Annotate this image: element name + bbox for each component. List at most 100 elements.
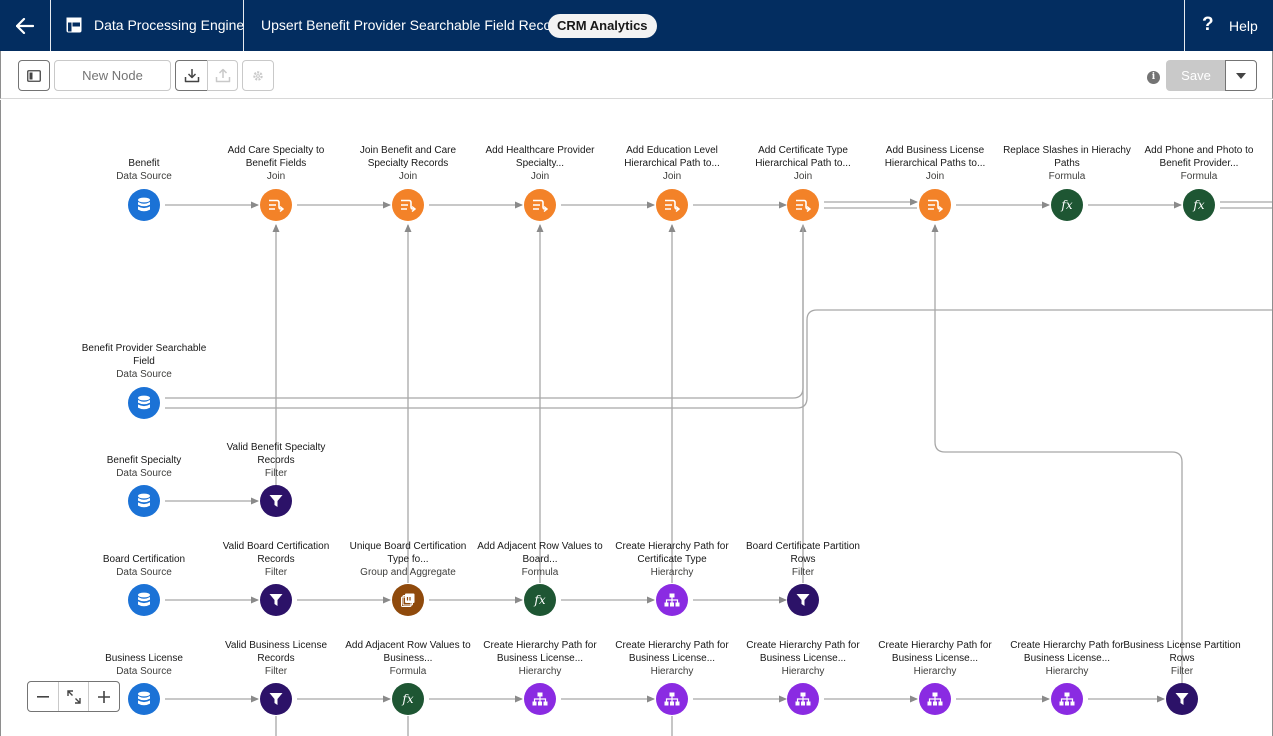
node-filter-bl-part[interactable] — [1166, 683, 1198, 715]
hierarchy-icon — [664, 593, 680, 607]
node-hier-bl5[interactable] — [1051, 683, 1083, 715]
node-join5[interactable] — [787, 189, 819, 221]
divider — [243, 0, 244, 51]
node-title: Add Healthcare Provider Specialty... — [485, 145, 595, 169]
app-title: Data Processing Engine — [94, 17, 245, 33]
svg-text:fx: fx — [533, 593, 545, 607]
node-bpsf[interactable] — [128, 387, 160, 419]
node-group-board[interactable] — [392, 584, 424, 616]
node-filter-cert-part[interactable] — [787, 584, 819, 616]
download-button[interactable] — [175, 60, 208, 91]
node-buslic[interactable] — [128, 683, 160, 715]
node-type: Join — [925, 171, 945, 182]
node-title: Join Benefit and Care Specialty Records — [359, 145, 457, 169]
node-bspec[interactable] — [128, 485, 160, 517]
database-icon — [137, 197, 151, 213]
node-label: Benefit Specialty Data Source — [79, 454, 209, 480]
divider — [50, 0, 51, 51]
filter-icon — [269, 593, 283, 607]
info-icon[interactable]: i — [1147, 71, 1160, 84]
save-menu-button[interactable] — [1225, 60, 1257, 91]
database-icon — [137, 691, 151, 707]
node-label: Add Healthcare Provider Specialty... Join — [475, 144, 605, 183]
join-icon — [532, 198, 548, 212]
toolbar: New Node i Save — [0, 51, 1273, 99]
node-benefit[interactable] — [128, 189, 160, 221]
upload-button[interactable] — [207, 60, 238, 91]
recipe-graph-canvas[interactable]: Benefit Data Source Add Care Specialty to … — [0, 100, 1273, 736]
svg-text:fx: fx — [1192, 198, 1204, 212]
new-node-button[interactable]: New Node — [54, 60, 171, 91]
node-label: Valid Business License Records Filter — [211, 639, 341, 678]
zoom-in-button[interactable] — [88, 682, 119, 711]
svg-text:fx: fx — [401, 692, 413, 706]
node-label: Join Benefit and Care Specialty Records J… — [343, 144, 473, 183]
node-join2[interactable] — [392, 189, 424, 221]
node-type: Group and Aggregate — [360, 567, 456, 578]
hierarchy-icon — [1059, 692, 1075, 706]
node-type: Hierarchy — [1045, 666, 1089, 677]
node-formula-board[interactable]: fx — [524, 584, 556, 616]
node-filter-board[interactable] — [260, 584, 292, 616]
formula-icon: fx — [1059, 198, 1075, 212]
node-label: Create Hierarchy Path for Business Licen… — [607, 639, 737, 678]
node-label: Add Business License Hierarchical Paths … — [870, 144, 1000, 183]
join-icon — [795, 198, 811, 212]
zoom-out-button[interactable] — [28, 682, 58, 711]
node-boardcert[interactable] — [128, 584, 160, 616]
help-label: Help — [1229, 18, 1258, 34]
divider — [1184, 0, 1185, 51]
node-join3[interactable] — [524, 189, 556, 221]
filter-icon — [1175, 692, 1189, 706]
node-title: Board Certificate Partition Rows — [746, 541, 860, 565]
node-formula-bl[interactable]: fx — [392, 683, 424, 715]
help-icon: ? — [1202, 14, 1214, 35]
node-join1[interactable] — [260, 189, 292, 221]
node-label: Create Hierarchy Path for Certificate Ty… — [607, 540, 737, 579]
node-title: Create Hierarchy Path for Business Licen… — [483, 640, 597, 664]
join-icon — [400, 198, 416, 212]
formula-icon: fx — [532, 593, 548, 607]
save-button[interactable]: Save — [1166, 60, 1226, 91]
help-button[interactable]: ? Help — [1184, 0, 1273, 51]
fit-to-screen-button[interactable] — [57, 682, 89, 711]
node-label: Board Certificate Partition Rows Filter — [738, 540, 868, 579]
node-hier-bl1[interactable] — [524, 683, 556, 715]
node-label: Business License Data Source — [79, 652, 209, 678]
node-title: Unique Board Certification Type fo... — [349, 541, 467, 565]
node-title: Benefit Provider Searchable Field — [81, 343, 207, 367]
node-formula1[interactable]: fx — [1051, 189, 1083, 221]
node-label: Valid Board Certification Records Filter — [211, 540, 341, 579]
node-join6[interactable] — [919, 189, 951, 221]
node-title: Create Hierarchy Path for Business Licen… — [878, 640, 992, 664]
node-type: Filter — [264, 567, 288, 578]
database-icon — [137, 395, 151, 411]
node-hier-bl3[interactable] — [787, 683, 819, 715]
plus-icon — [98, 690, 111, 703]
filter-icon — [269, 692, 283, 706]
node-hier-bl4[interactable] — [919, 683, 951, 715]
node-title: Valid Business License Records — [224, 640, 328, 664]
node-type: Data Source — [116, 468, 172, 479]
arrow-left-icon — [16, 17, 34, 34]
back-button[interactable] — [0, 0, 50, 51]
panel-icon — [27, 69, 41, 82]
node-type: Filter — [1170, 666, 1194, 677]
node-type: Hierarchy — [650, 666, 694, 677]
node-type: Filter — [264, 666, 288, 677]
node-type: Join — [530, 171, 550, 182]
node-title: Add Adjacent Row Values to Business... — [345, 640, 471, 664]
node-filter-bspec[interactable] — [260, 485, 292, 517]
gear-icon — [253, 70, 263, 81]
node-filter-bl[interactable] — [260, 683, 292, 715]
node-title: Board Certification — [102, 554, 186, 565]
node-title: Benefit Specialty — [106, 455, 182, 466]
node-hier-cert[interactable] — [656, 584, 688, 616]
node-title: Create Hierarchy Path for Business Licen… — [746, 640, 860, 664]
toggle-panel-button[interactable] — [18, 60, 50, 91]
svg-text:fx: fx — [1060, 198, 1072, 212]
node-formula2[interactable]: fx — [1183, 189, 1215, 221]
node-hier-bl2[interactable] — [656, 683, 688, 715]
settings-button[interactable] — [242, 60, 274, 91]
node-join4[interactable] — [656, 189, 688, 221]
